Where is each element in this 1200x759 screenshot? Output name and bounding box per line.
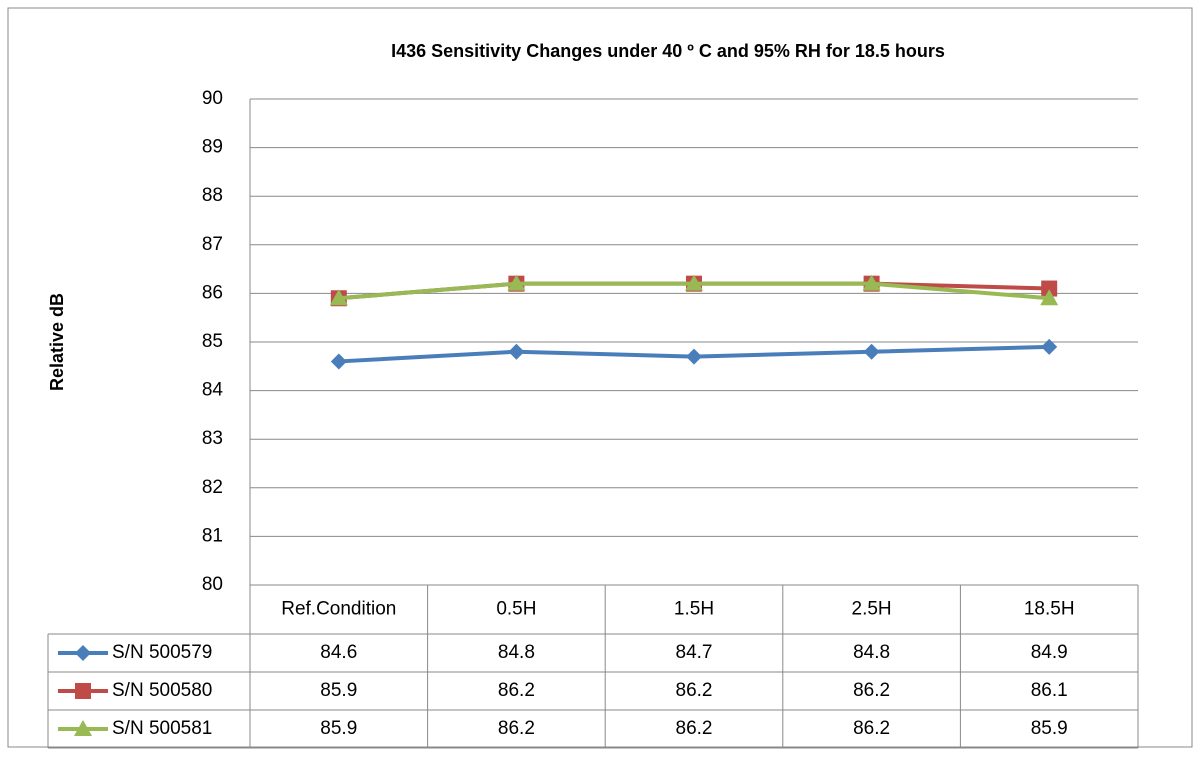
- marker: [686, 348, 702, 365]
- y-tick-label: 84: [202, 380, 224, 401]
- x-tick-label: 2.5H: [852, 599, 892, 620]
- table-value: 84.9: [1031, 642, 1068, 663]
- table-value: 84.8: [498, 642, 535, 663]
- table-value: 86.2: [498, 718, 535, 739]
- y-tick-label: 85: [202, 331, 223, 352]
- table-value: 85.9: [1031, 718, 1068, 739]
- marker: [330, 353, 347, 370]
- marker: [685, 274, 703, 291]
- marker: [329, 289, 348, 306]
- table-value: 84.7: [676, 642, 713, 663]
- table-value: 86.2: [853, 680, 890, 701]
- marker: [74, 720, 92, 736]
- legend-label: S/N 500580: [112, 680, 212, 701]
- table-value: 86.2: [676, 718, 713, 739]
- x-tick-label: Ref.Condition: [281, 599, 396, 620]
- table-value: 84.6: [320, 642, 357, 663]
- y-tick-label: 80: [202, 574, 223, 595]
- y-tick-label: 88: [202, 185, 223, 206]
- y-tick-label: 86: [202, 282, 223, 303]
- legend-label: S/N 500579: [112, 642, 212, 663]
- y-tick-label: 90: [202, 88, 223, 109]
- y-axis-label: Relative dB: [47, 293, 67, 391]
- y-tick-label: 87: [202, 234, 223, 255]
- table-value: 86.2: [676, 680, 713, 701]
- x-tick-label: 1.5H: [674, 599, 714, 620]
- legend-label: S/N 500581: [112, 718, 212, 739]
- marker: [75, 683, 91, 699]
- table-value: 86.2: [498, 680, 535, 701]
- y-tick-label: 83: [202, 428, 223, 449]
- marker: [1041, 280, 1058, 297]
- marker: [1041, 338, 1058, 355]
- marker: [507, 274, 526, 291]
- table-value: 86.2: [853, 718, 890, 739]
- chart-border: [7, 7, 1193, 748]
- table-value: 85.9: [320, 718, 357, 739]
- marker: [1040, 289, 1059, 306]
- marker: [508, 343, 525, 360]
- table-value: 84.8: [853, 642, 890, 663]
- y-tick-label: 81: [202, 525, 223, 546]
- x-tick-label: 0.5H: [496, 599, 536, 620]
- x-tick-label: 18.5H: [1024, 599, 1075, 620]
- marker: [863, 343, 880, 360]
- marker: [75, 645, 91, 661]
- marker: [862, 274, 881, 291]
- y-tick-label: 82: [202, 477, 223, 498]
- chart-title: I436 Sensitivity Changes under 40 º C an…: [391, 41, 945, 61]
- table-value: 86.1: [1031, 680, 1068, 701]
- table-value: 85.9: [320, 680, 357, 701]
- y-tick-label: 89: [202, 137, 223, 158]
